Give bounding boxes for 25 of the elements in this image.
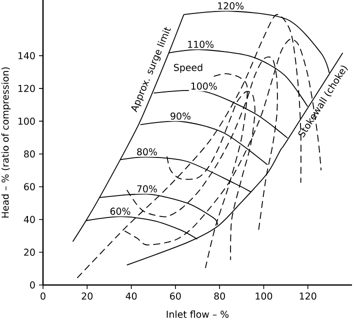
x-tick-label: 120: [300, 292, 316, 300]
y-tick-label: 40: [24, 216, 35, 224]
y-tick-label: 140: [18, 52, 35, 60]
x-tick-label: 40: [126, 292, 137, 300]
x-tick-label: 80: [214, 292, 225, 300]
y-axis-title: Head – % (ratio of compression): [1, 67, 11, 218]
y-tick-label: 0: [30, 281, 35, 289]
x-tick-label: 0: [40, 292, 46, 300]
y-tick-label: 100: [18, 118, 35, 125]
x-tick-label: 20: [82, 292, 93, 300]
y-tick-label: 120: [18, 84, 35, 92]
series-label: 60%: [110, 208, 130, 215]
x-tick-label: 100: [256, 292, 272, 300]
series-label: 90%: [170, 112, 190, 120]
series-label: 70%: [137, 185, 157, 192]
x-tick-label: 60: [170, 292, 181, 300]
series-label: 100%: [191, 82, 217, 90]
series-label: 110%: [188, 40, 214, 48]
series-label: 80%: [137, 148, 157, 156]
y-tick-label: 20: [24, 248, 35, 256]
x-axis-title: Inlet flow – %: [166, 310, 229, 318]
y-tick-label: 80: [24, 150, 35, 158]
annotation: Speed: [174, 64, 202, 73]
series-label: 120%: [218, 2, 244, 10]
y-tick-label: 60: [24, 183, 35, 190]
